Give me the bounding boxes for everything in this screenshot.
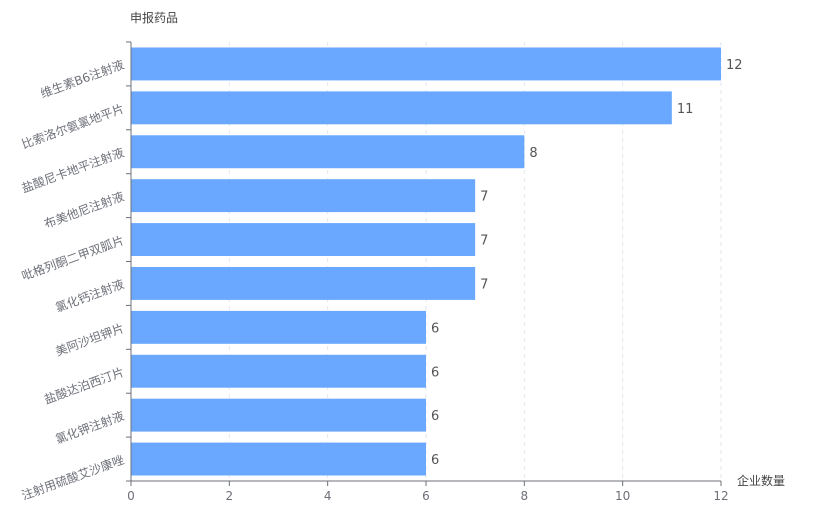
x-tick-label: 4 bbox=[324, 489, 332, 503]
category-label: 美阿沙坦钾片 bbox=[54, 321, 126, 359]
bar-value-label: 12 bbox=[726, 58, 743, 73]
x-tick-label: 6 bbox=[422, 489, 430, 503]
bar-value-label: 6 bbox=[431, 453, 439, 468]
category-label: 注射用硫酸艾沙康唑 bbox=[19, 452, 126, 503]
x-tick-label: 10 bbox=[615, 489, 630, 503]
bar[interactable] bbox=[131, 310, 426, 344]
category-label: 氯化钾注射液 bbox=[53, 408, 126, 447]
category-label: 盐酸达泊西汀片 bbox=[42, 364, 126, 407]
x-tick-label: 8 bbox=[521, 489, 529, 503]
bar[interactable] bbox=[131, 354, 426, 388]
bar[interactable] bbox=[131, 179, 476, 213]
bar[interactable] bbox=[131, 91, 672, 125]
category-label: 布美他尼注射液 bbox=[42, 188, 126, 231]
bar-value-label: 6 bbox=[431, 365, 439, 380]
x-tick-label: 2 bbox=[226, 489, 234, 503]
bar-value-label: 6 bbox=[431, 321, 439, 336]
bar-value-label: 7 bbox=[480, 277, 488, 292]
bar[interactable] bbox=[131, 398, 426, 432]
bar-value-label: 7 bbox=[480, 190, 488, 205]
category-label: 维生素B6注射液 bbox=[38, 57, 126, 101]
bar[interactable] bbox=[131, 223, 476, 257]
category-label: 比索洛尔氨氯地平片 bbox=[19, 101, 126, 152]
x-axis-title: 企业数量 bbox=[737, 473, 785, 488]
bar-value-label: 11 bbox=[677, 102, 694, 117]
bar[interactable] bbox=[131, 266, 476, 300]
category-label: 盐酸尼卡地平注射液 bbox=[19, 144, 126, 195]
category-label: 氯化钙注射液 bbox=[53, 276, 126, 315]
x-tick-label: 0 bbox=[127, 489, 135, 503]
bar[interactable] bbox=[131, 135, 525, 169]
x-tick-label: 12 bbox=[713, 489, 728, 503]
bar-value-label: 7 bbox=[480, 234, 488, 249]
y-axis-title: 申报药品 bbox=[130, 10, 178, 25]
bar-value-label: 6 bbox=[431, 409, 439, 424]
bars: 12 11 8 7 7 7 6 6 6 6 bbox=[131, 47, 743, 476]
category-label: 吡格列酮二甲双胍片 bbox=[19, 232, 126, 283]
bar[interactable] bbox=[131, 442, 426, 476]
bar-value-label: 8 bbox=[529, 146, 537, 161]
bar[interactable] bbox=[131, 47, 721, 81]
